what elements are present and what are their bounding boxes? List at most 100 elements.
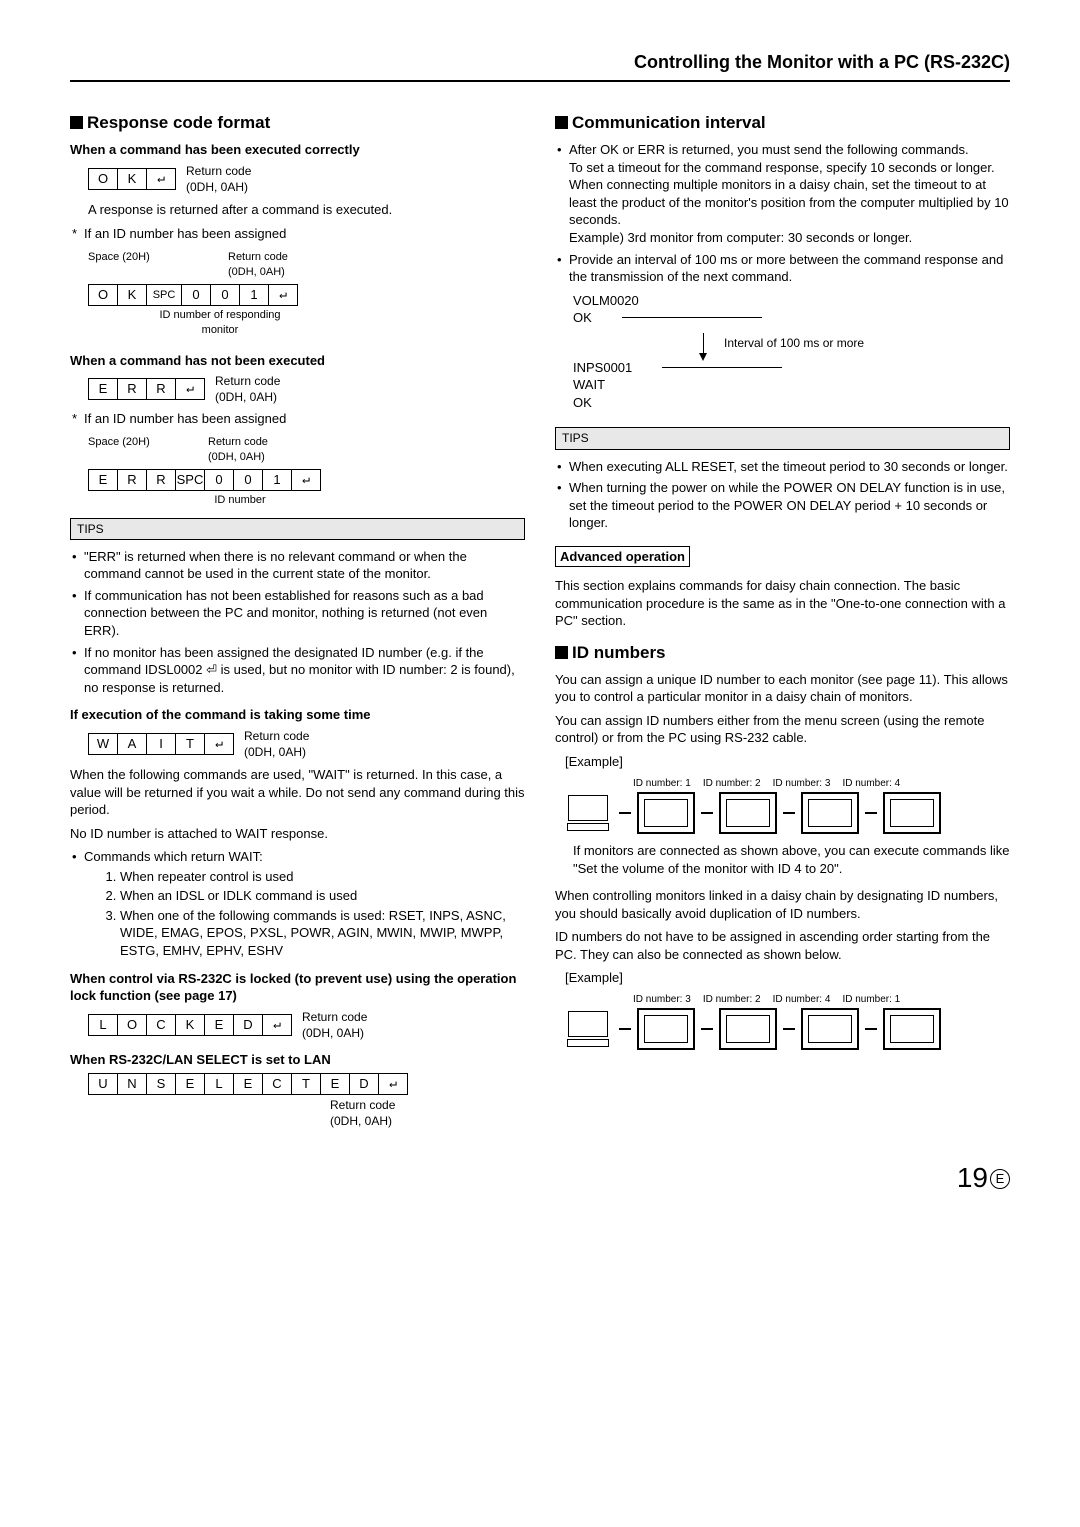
tip-r1: When executing ALL RESET, set the timeou… [555, 458, 1010, 476]
chain-caption: If monitors are connected as shown above… [573, 842, 1010, 877]
wire-icon [783, 1028, 795, 1030]
wait-3: When one of the following commands is us… [120, 907, 525, 960]
labels-above2: Space (20H) Return code (0DH, 0AH) [88, 435, 525, 465]
chain-label: ID number: 4 [773, 993, 831, 1007]
cell: 1 [262, 469, 292, 491]
rc-hex: (0DH, 0AH) [186, 180, 248, 194]
cell: 1 [239, 284, 269, 306]
cell: ↵ [175, 378, 205, 400]
wait-p1: When the following commands are used, "W… [70, 766, 525, 819]
rc-text: Return code [330, 1098, 395, 1112]
rc-above: Return code (0DH, 0AH) [228, 250, 288, 280]
wire-icon [701, 812, 713, 814]
cell: R [117, 378, 147, 400]
id-heading: ID numbers [555, 642, 1010, 665]
pc-keyboard-icon [567, 1039, 609, 1047]
lan-title: When RS-232C/LAN SELECT is set to LAN [70, 1051, 525, 1069]
rc-text: Return code [215, 374, 280, 388]
comm-b1: After OK or ERR is returned, you must se… [555, 141, 1010, 246]
not-exec-title: When a command has not been executed [70, 352, 525, 370]
page-lang-circle: E [990, 1169, 1010, 1189]
lan-row: U N S E L E C T E D ↵ [88, 1073, 525, 1095]
comm-b1a: To set a timeout for the command respons… [569, 160, 995, 175]
tip1: "ERR" is returned when there is no relev… [70, 548, 525, 583]
pc-screen-icon [568, 795, 608, 821]
id-p3: When controlling monitors linked in a da… [555, 887, 1010, 922]
chain-label: ID number: 3 [633, 993, 691, 1007]
if-id-assigned2: If an ID number has been assigned [70, 410, 525, 428]
monitor-chain-2: ID number: 3 ID number: 2 ID number: 4 I… [563, 993, 1010, 1051]
pc-icon [563, 795, 613, 831]
cell: A [117, 733, 147, 755]
cell: E [88, 378, 118, 400]
cell: R [146, 469, 176, 491]
monitor-icon [719, 1008, 777, 1050]
wire-icon [701, 1028, 713, 1030]
wire-icon [865, 812, 877, 814]
interval-rule [662, 367, 782, 368]
adv-p: This section explains commands for daisy… [555, 577, 1010, 630]
monitor-icon [637, 792, 695, 834]
rc-hex: (0DH, 0AH) [244, 745, 306, 759]
cell: E [88, 469, 118, 491]
locked-title: When control via RS-232C is locked (to p… [70, 970, 525, 1005]
cell: C [262, 1073, 292, 1095]
chain-labels-1: ID number: 1 ID number: 2 ID number: 3 I… [633, 777, 1010, 791]
cell: 0 [210, 284, 240, 306]
example-label-1: [Example] [565, 753, 1010, 771]
left-column: Response code format When a command has … [70, 112, 525, 1129]
tip2: If communication has not been establishe… [70, 587, 525, 640]
monitor-icon [883, 792, 941, 834]
space-label: Space (20H) [88, 435, 178, 465]
wire-icon [783, 812, 795, 814]
err-row: E R R ↵ Return code (0DH, 0AH) [88, 373, 525, 405]
tips-box-left: TIPS [70, 518, 525, 540]
exec-ok-p: A response is returned after a command i… [88, 201, 525, 219]
ok-code-row: O K ↵ Return code (0DH, 0AH) [88, 163, 525, 195]
rc-hex: (0DH, 0AH) [228, 266, 285, 278]
cell: ↵ [268, 284, 298, 306]
cell: W [88, 733, 118, 755]
page-number: 19E [70, 1159, 1010, 1197]
star-list: If an ID number has been assigned [70, 225, 525, 243]
wait-bullet-text: Commands which return WAIT: [84, 849, 263, 864]
cell: O [88, 284, 118, 306]
diag-l4: WAIT [573, 376, 1010, 394]
cell: 0 [181, 284, 211, 306]
chain-label: ID number: 2 [703, 993, 761, 1007]
wait-p2: No ID number is attached to WAIT respons… [70, 825, 525, 843]
tips-box-right: TIPS [555, 427, 1010, 449]
return-code-label: Return code (0DH, 0AH) [244, 728, 309, 760]
pc-screen-icon [568, 1011, 608, 1037]
comm-heading: Communication interval [555, 112, 1010, 135]
chain-label: ID number: 3 [773, 777, 831, 791]
interval-rule [622, 317, 762, 318]
cell: U [88, 1073, 118, 1095]
cell: L [88, 1014, 118, 1036]
monitor-icon [719, 792, 777, 834]
wait-2: When an IDSL or IDLK command is used [120, 887, 525, 905]
chain-labels-2: ID number: 3 ID number: 2 ID number: 4 I… [633, 993, 1010, 1007]
content-columns: Response code format When a command has … [70, 112, 1010, 1129]
cell: T [175, 733, 205, 755]
tips-list-left: "ERR" is returned when there is no relev… [70, 548, 525, 696]
cell: O [88, 168, 118, 190]
cell: D [233, 1014, 263, 1036]
advanced-operation-box: Advanced operation [555, 546, 690, 568]
cell: K [117, 284, 147, 306]
ok-id-row: O K SPC 0 0 1 ↵ [88, 284, 525, 306]
pc-icon [563, 1011, 613, 1047]
cell: S [146, 1073, 176, 1095]
tip-r2: When turning the power on while the POWE… [555, 479, 1010, 532]
rc-hex: (0DH, 0AH) [208, 451, 265, 463]
id-p2: You can assign ID numbers either from th… [555, 712, 1010, 747]
cell: E [204, 1014, 234, 1036]
cell: L [204, 1073, 234, 1095]
comm-b1-text: After OK or ERR is returned, you must se… [569, 142, 969, 157]
cell: R [117, 469, 147, 491]
wait-row: W A I T ↵ Return code (0DH, 0AH) [88, 728, 525, 760]
star-list2: If an ID number has been assigned [70, 410, 525, 428]
monitor-icon [801, 792, 859, 834]
tip3: If no monitor has been assigned the desi… [70, 644, 525, 697]
return-code-label: Return code (0DH, 0AH) [186, 163, 251, 195]
